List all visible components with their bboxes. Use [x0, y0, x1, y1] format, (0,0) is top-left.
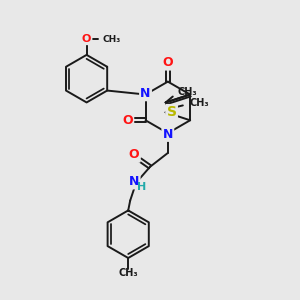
Text: N: N	[140, 87, 151, 100]
Text: CH₃: CH₃	[190, 98, 209, 108]
Text: H: H	[137, 182, 147, 192]
Text: O: O	[129, 148, 140, 161]
Text: N: N	[163, 128, 173, 141]
Text: O: O	[163, 56, 173, 69]
Text: O: O	[122, 114, 133, 127]
Text: O: O	[82, 34, 91, 44]
Text: S: S	[167, 105, 177, 119]
Text: CH₃: CH₃	[102, 34, 121, 43]
Text: N: N	[129, 175, 139, 188]
Text: CH₃: CH₃	[118, 268, 138, 278]
Text: CH₃: CH₃	[178, 87, 197, 97]
